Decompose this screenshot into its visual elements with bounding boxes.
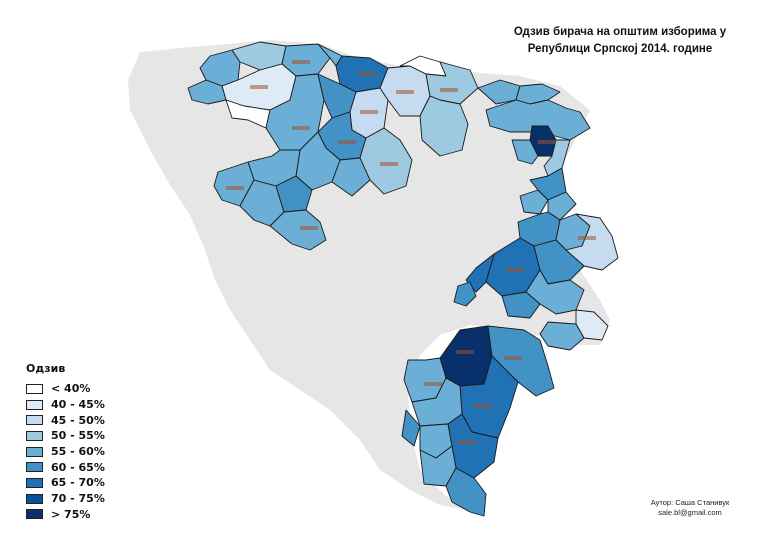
legend-item: < 40%: [26, 381, 105, 397]
municipality-region: [519, 189, 549, 215]
municipality-label: [360, 110, 378, 114]
map-title-line2: Републици Српској 2014. године: [527, 43, 713, 55]
municipality-region: [331, 157, 371, 197]
municipality-region: [485, 99, 591, 141]
legend-label: < 40%: [51, 382, 91, 396]
municipality-label: [440, 88, 458, 92]
legend: Одзив < 40% 40 - 45% 45 - 50% 50 - 55% 55 - …: [26, 362, 105, 522]
municipality-region: [401, 409, 421, 447]
legend-swatch: [26, 383, 43, 394]
municipality-region: [525, 269, 585, 315]
legend-item: > 75%: [26, 507, 105, 523]
legend-item: 65 - 70%: [26, 475, 105, 491]
legend-swatch: [26, 462, 43, 473]
municipality-label: [456, 350, 474, 354]
legend-item: 55 - 60%: [26, 444, 105, 460]
municipality-label: [380, 162, 398, 166]
municipality-region: [511, 139, 539, 165]
legend-label: > 75%: [51, 507, 91, 521]
municipality-region: [539, 321, 585, 351]
map-title-line1: Одзив бирача на општим изборима у: [513, 26, 727, 38]
municipality-label: [474, 404, 492, 408]
legend-swatch: [26, 493, 43, 504]
municipality-region: [265, 73, 325, 151]
legend-swatch: [26, 415, 43, 426]
legend-label: 45 - 50%: [51, 413, 105, 427]
municipality-region: [439, 325, 493, 387]
municipality-region: [445, 467, 487, 517]
municipality-label: [424, 382, 442, 386]
legend-label: 55 - 60%: [51, 445, 105, 459]
legend-swatch: [26, 477, 43, 488]
author-email: sale.bl@gmail.com: [658, 508, 722, 517]
legend-title: Одзив: [26, 362, 66, 375]
legend-item: 45 - 50%: [26, 412, 105, 428]
legend-label: 40 - 45%: [51, 398, 105, 412]
legend-swatch: [26, 509, 43, 520]
legend-swatch: [26, 430, 43, 441]
municipality-region: [501, 291, 541, 319]
municipality-label: [250, 85, 268, 89]
municipality-label: [538, 140, 556, 144]
legend-item: 60 - 65%: [26, 459, 105, 475]
legend-item: 50 - 55%: [26, 428, 105, 444]
author-name: Аутор: Саша Станивук: [650, 498, 730, 507]
municipality-label: [226, 186, 244, 190]
municipality-region: [269, 209, 327, 251]
municipality-label: [458, 440, 476, 444]
legend-item: 70 - 75%: [26, 491, 105, 507]
other-territory: [128, 40, 610, 510]
municipality-region: [419, 95, 469, 157]
municipality-label: [504, 356, 522, 360]
map-title: Одзив бирача на општим изборима у Републ…: [500, 24, 740, 58]
municipality-region: [275, 175, 313, 213]
legend-swatch: [26, 446, 43, 457]
municipality-label: [358, 72, 376, 76]
municipality-label: [396, 90, 414, 94]
municipality-region: [465, 253, 495, 293]
legend-label: 50 - 55%: [51, 429, 105, 443]
municipality-label: [300, 226, 318, 230]
legend-item: 40 - 45%: [26, 397, 105, 413]
legend-swatch: [26, 399, 43, 410]
municipality-region: [453, 281, 477, 307]
municipality-label: [338, 140, 356, 144]
municipality-label: [578, 236, 596, 240]
municipality-label: [292, 60, 310, 64]
municipality-label: [292, 126, 310, 130]
legend-label: 70 - 75%: [51, 492, 105, 506]
municipality-label: [506, 268, 524, 272]
author-credit: Аутор: Саша Станивук sale.bl@gmail.com: [640, 498, 740, 518]
legend-label: 65 - 70%: [51, 476, 105, 490]
legend-label: 60 - 65%: [51, 460, 105, 474]
legend-items: < 40% 40 - 45% 45 - 50% 50 - 55% 55 - 60% 60 …: [26, 381, 105, 522]
